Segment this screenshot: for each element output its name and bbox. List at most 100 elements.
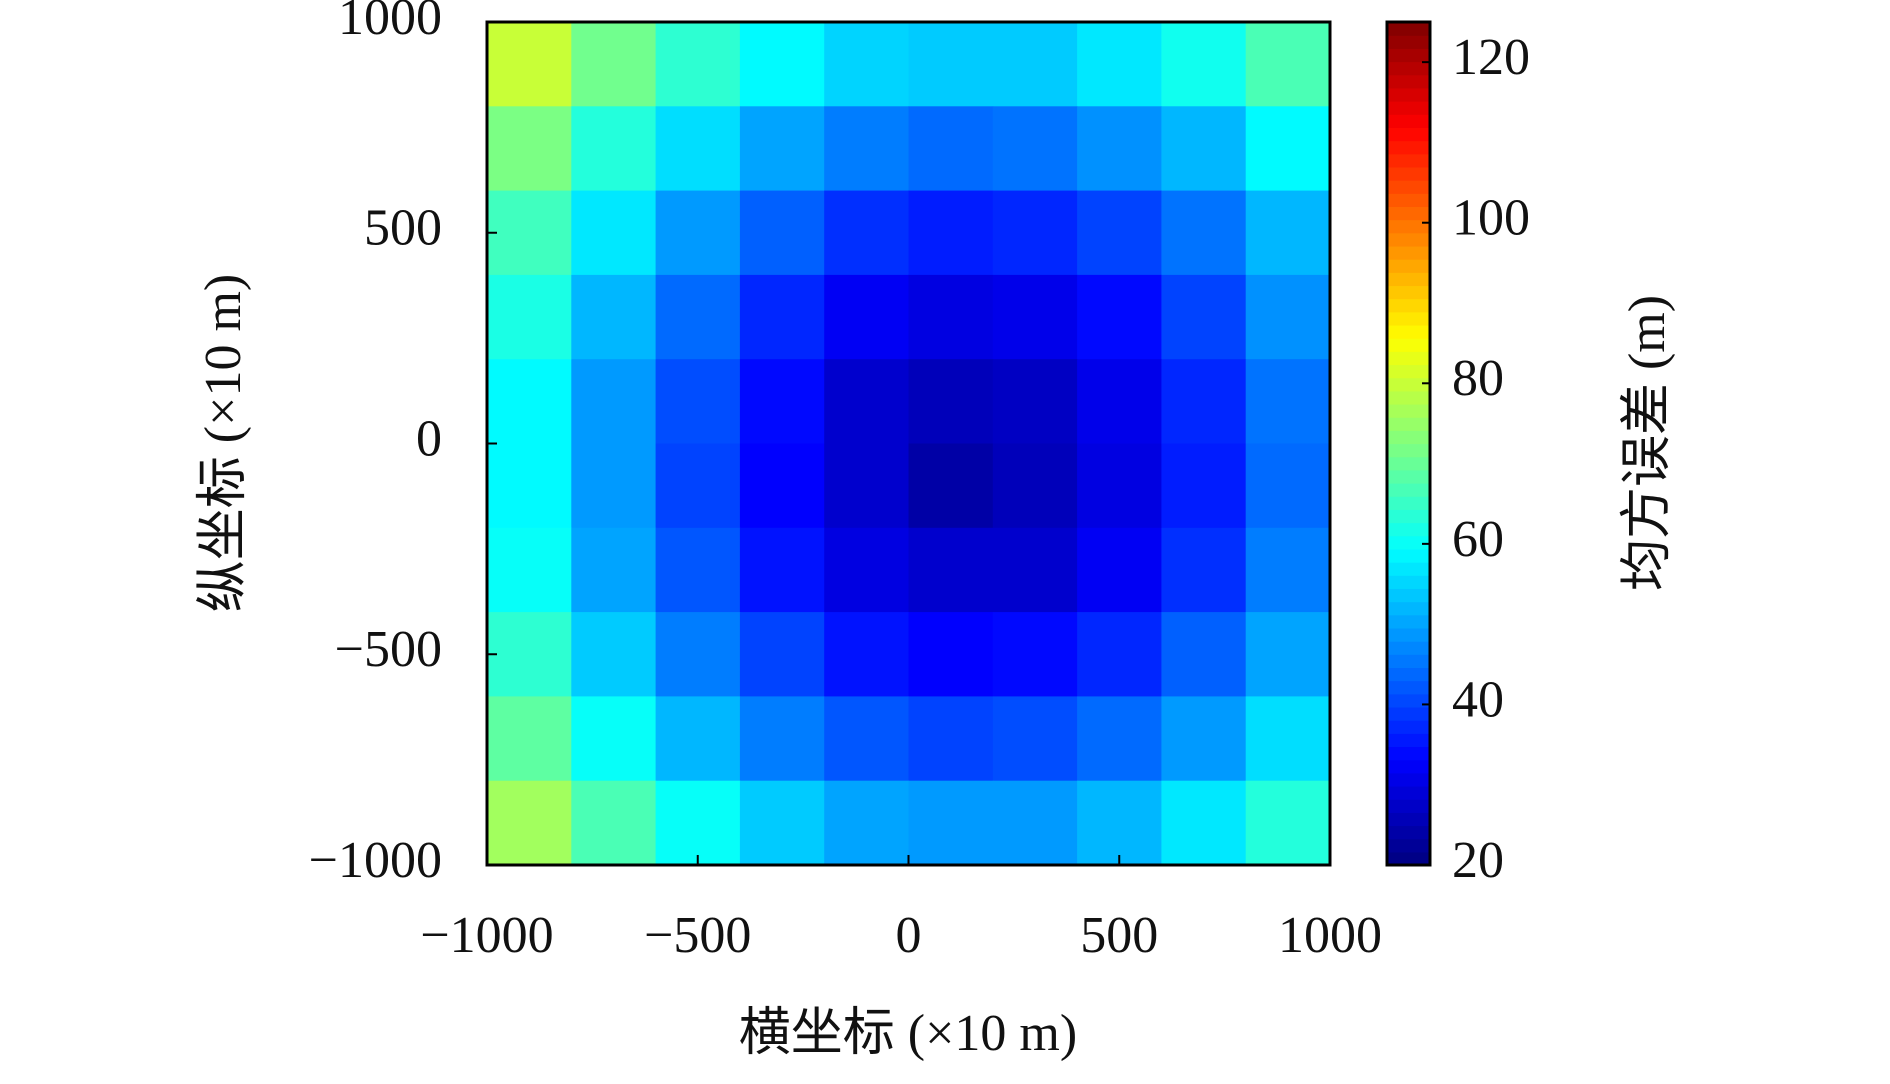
colorbar-segment — [1387, 206, 1430, 221]
heatmap-cell — [739, 22, 825, 107]
colorbar-segment — [1387, 377, 1430, 392]
heatmap-cell — [487, 612, 572, 697]
x-tick-label: −500 — [644, 907, 751, 964]
colorbar-segment — [1387, 87, 1430, 102]
colorbar-segment — [1387, 272, 1430, 287]
colorbar-segment — [1387, 680, 1430, 695]
heatmap-cell — [1077, 443, 1162, 529]
heatmap-cell — [824, 780, 909, 866]
colorbar-segment — [1387, 838, 1430, 853]
heatmap-cell — [655, 22, 741, 107]
heatmap-cell — [992, 106, 1078, 192]
heatmap-cell — [1161, 696, 1247, 782]
heatmap-cell — [739, 274, 825, 360]
colorbar-segment — [1387, 483, 1430, 497]
heatmap-cell — [908, 527, 994, 613]
heatmap-cell — [655, 612, 741, 697]
x-tick-label: 1000 — [1278, 907, 1382, 964]
heatmap-cell — [992, 274, 1078, 360]
heatmap-cell — [1245, 22, 1331, 107]
colorbar-segment — [1387, 48, 1430, 63]
colorbar-segment — [1387, 180, 1430, 194]
heatmap-cell — [1077, 612, 1162, 697]
heatmap-cell — [824, 190, 909, 276]
colorbar-segment — [1387, 324, 1430, 339]
heatmap-cell — [739, 780, 825, 866]
colorbar-segment — [1387, 812, 1430, 827]
y-tick-label: 1000 — [338, 0, 442, 46]
colorbar-segment — [1387, 127, 1430, 142]
heatmap-cell — [992, 527, 1078, 613]
y-axis-label: 纵坐标 (×10 m) — [195, 274, 252, 612]
heatmap-cell — [571, 527, 657, 613]
colorbar-segment — [1387, 338, 1430, 352]
colorbar-segment — [1387, 627, 1430, 642]
colorbar-segment — [1387, 667, 1430, 682]
heatmap-cell — [487, 696, 572, 782]
x-tick-label: −1000 — [420, 907, 553, 964]
heatmap-cell — [992, 780, 1078, 866]
colorbar-segment — [1387, 733, 1430, 748]
colorbar-segment — [1387, 443, 1430, 458]
colorbar-segment — [1387, 35, 1430, 49]
colorbar-segment — [1387, 509, 1430, 524]
heatmap-cell — [1245, 190, 1331, 276]
colorbar-segment — [1387, 562, 1430, 576]
x-axis-label: 横坐标 (×10 m) — [739, 1005, 1077, 1062]
colorbar-segment — [1387, 575, 1430, 589]
heatmap-cell — [1245, 359, 1331, 444]
colorbar-segment — [1387, 245, 1430, 260]
colorbar-segment — [1387, 746, 1430, 761]
heatmap-cell — [571, 612, 657, 697]
heatmap-cell — [1161, 443, 1247, 529]
colorbar-segment — [1387, 588, 1430, 603]
colorbar-segment — [1387, 720, 1430, 734]
heatmap-cell — [1077, 22, 1162, 107]
heatmap-cell — [487, 106, 572, 192]
heatmap-cell — [824, 22, 909, 107]
heatmap-cell — [1161, 274, 1247, 360]
heatmap-cell — [655, 696, 741, 782]
colorbar-segment — [1387, 61, 1430, 76]
heatmap-cell — [739, 106, 825, 192]
colorbar-tick-label: 40 — [1452, 671, 1504, 728]
colorbar-segment — [1387, 219, 1430, 234]
colorbar-segment — [1387, 601, 1430, 616]
heatmap-cell — [739, 190, 825, 276]
heatmap-cell — [992, 612, 1078, 697]
colorbar-segment — [1387, 298, 1430, 313]
heatmap-cell — [571, 780, 657, 866]
colorbar-segment — [1387, 799, 1430, 813]
heatmap-cell — [1077, 780, 1162, 866]
heatmap-cell — [487, 22, 572, 107]
heatmap-cell — [1161, 359, 1247, 444]
heatmap-cell — [824, 527, 909, 613]
heatmap-cell — [739, 359, 825, 444]
heatmap-cell — [908, 190, 994, 276]
heatmap-cell — [1245, 106, 1331, 192]
colorbar-segment — [1387, 140, 1430, 155]
heatmap-cell — [824, 106, 909, 192]
heatmap-cell — [908, 696, 994, 782]
colorbar-segment — [1387, 364, 1430, 379]
colorbar-segment — [1387, 772, 1430, 787]
colorbar-segment — [1387, 430, 1430, 445]
heatmap-cell — [487, 274, 572, 360]
y-tick-label: 0 — [416, 410, 442, 467]
heatmap-cell — [908, 106, 994, 192]
heatmap-cell — [908, 780, 994, 866]
heatmap-cell — [1077, 696, 1162, 782]
heatmap-cell — [908, 612, 994, 697]
heatmap-cell — [1077, 274, 1162, 360]
colorbar-segment — [1387, 403, 1430, 418]
heatmap-cell — [1245, 443, 1331, 529]
heatmap-cell — [571, 22, 657, 107]
heatmap-cell — [992, 359, 1078, 444]
heatmap-cell — [487, 359, 572, 444]
heatmap-cell — [1245, 780, 1331, 866]
heatmap-cell — [1161, 22, 1247, 107]
heatmap-cell — [1161, 106, 1247, 192]
colorbar-tick-label: 20 — [1452, 832, 1504, 889]
heatmap-cell — [739, 527, 825, 613]
heatmap-cell — [655, 106, 741, 192]
